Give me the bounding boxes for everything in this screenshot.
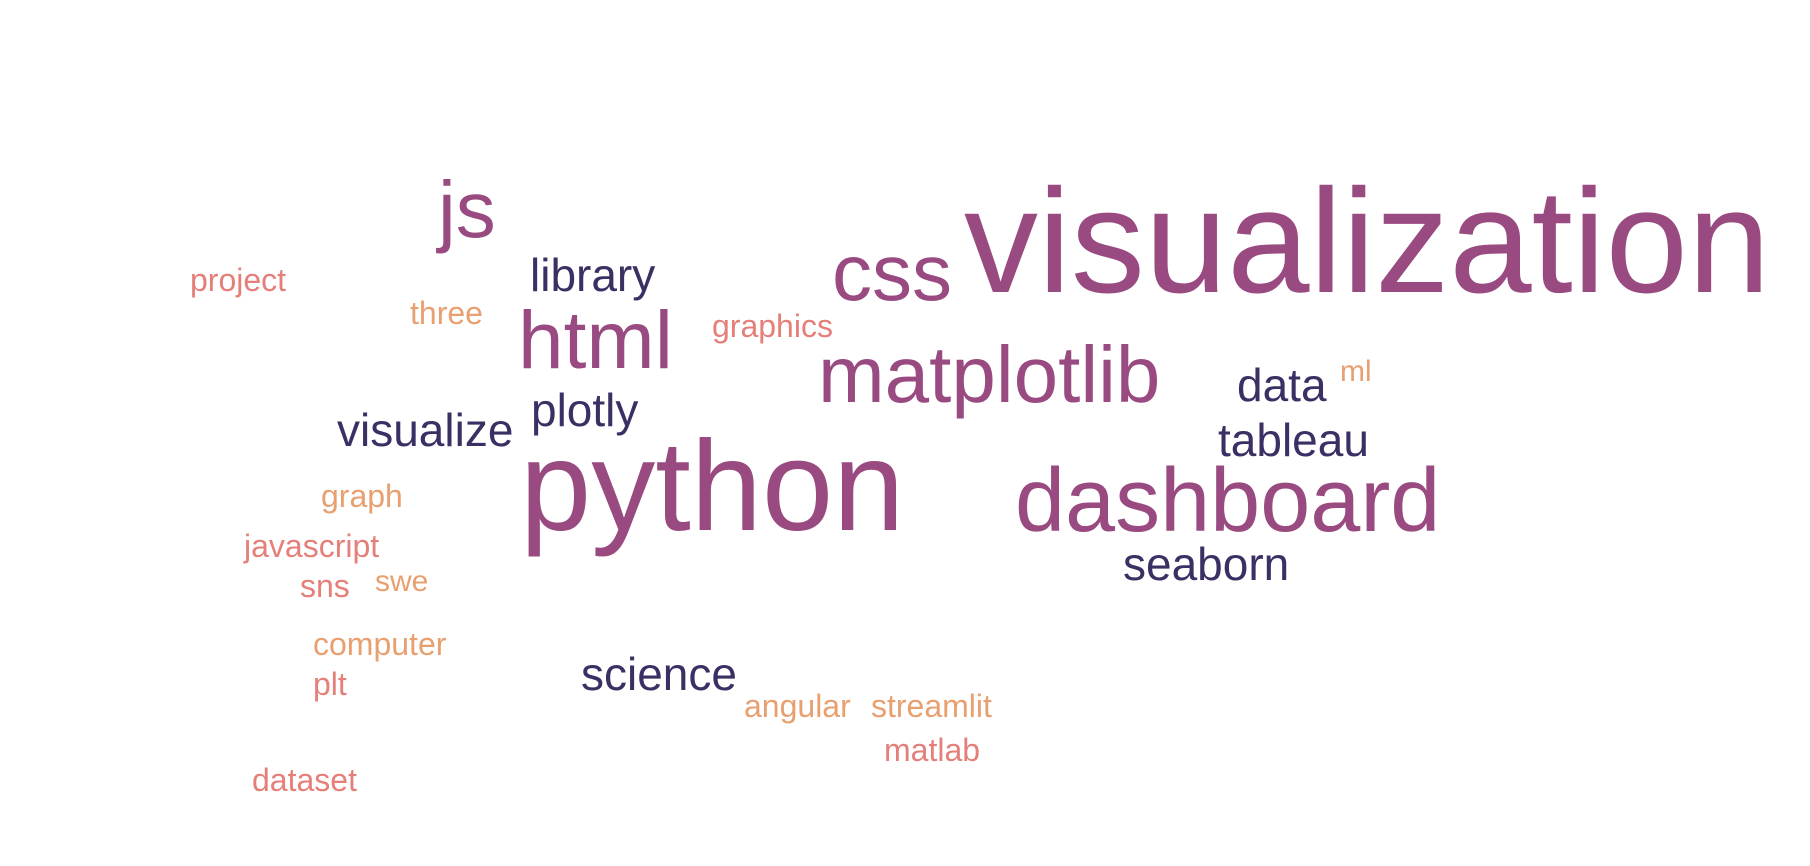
word-plotly: plotly — [531, 384, 639, 436]
word-streamlit: streamlit — [871, 688, 992, 724]
word-graphics: graphics — [712, 308, 833, 344]
word-seaborn: seaborn — [1123, 538, 1290, 590]
word-python: python — [520, 415, 905, 558]
word-visualization: visualization — [964, 159, 1771, 324]
word-html: html — [518, 295, 673, 386]
word-matlab: matlab — [884, 732, 981, 768]
word-js: js — [438, 165, 496, 254]
word-matplotlib: matplotlib — [818, 330, 1161, 419]
word-computer: computer — [313, 626, 447, 662]
word-project: project — [190, 262, 287, 298]
word-plt: plt — [313, 666, 347, 702]
word-swe: swe — [375, 565, 429, 598]
word-tableau: tableau — [1218, 414, 1369, 466]
word-angular: angular — [744, 688, 851, 724]
word-library: library — [530, 249, 656, 301]
word-dashboard: dashboard — [1015, 451, 1441, 551]
word-visualize: visualize — [337, 404, 514, 456]
word-dataset: dataset — [252, 762, 357, 798]
word-javascript: javascript — [244, 528, 380, 564]
word-sns: sns — [300, 568, 350, 604]
word-science: science — [581, 648, 737, 700]
word-data: data — [1237, 359, 1327, 411]
word-ml: ml — [1340, 355, 1372, 388]
word-css: css — [832, 228, 952, 317]
word-graph: graph — [321, 478, 403, 514]
word-three: three — [410, 295, 483, 331]
